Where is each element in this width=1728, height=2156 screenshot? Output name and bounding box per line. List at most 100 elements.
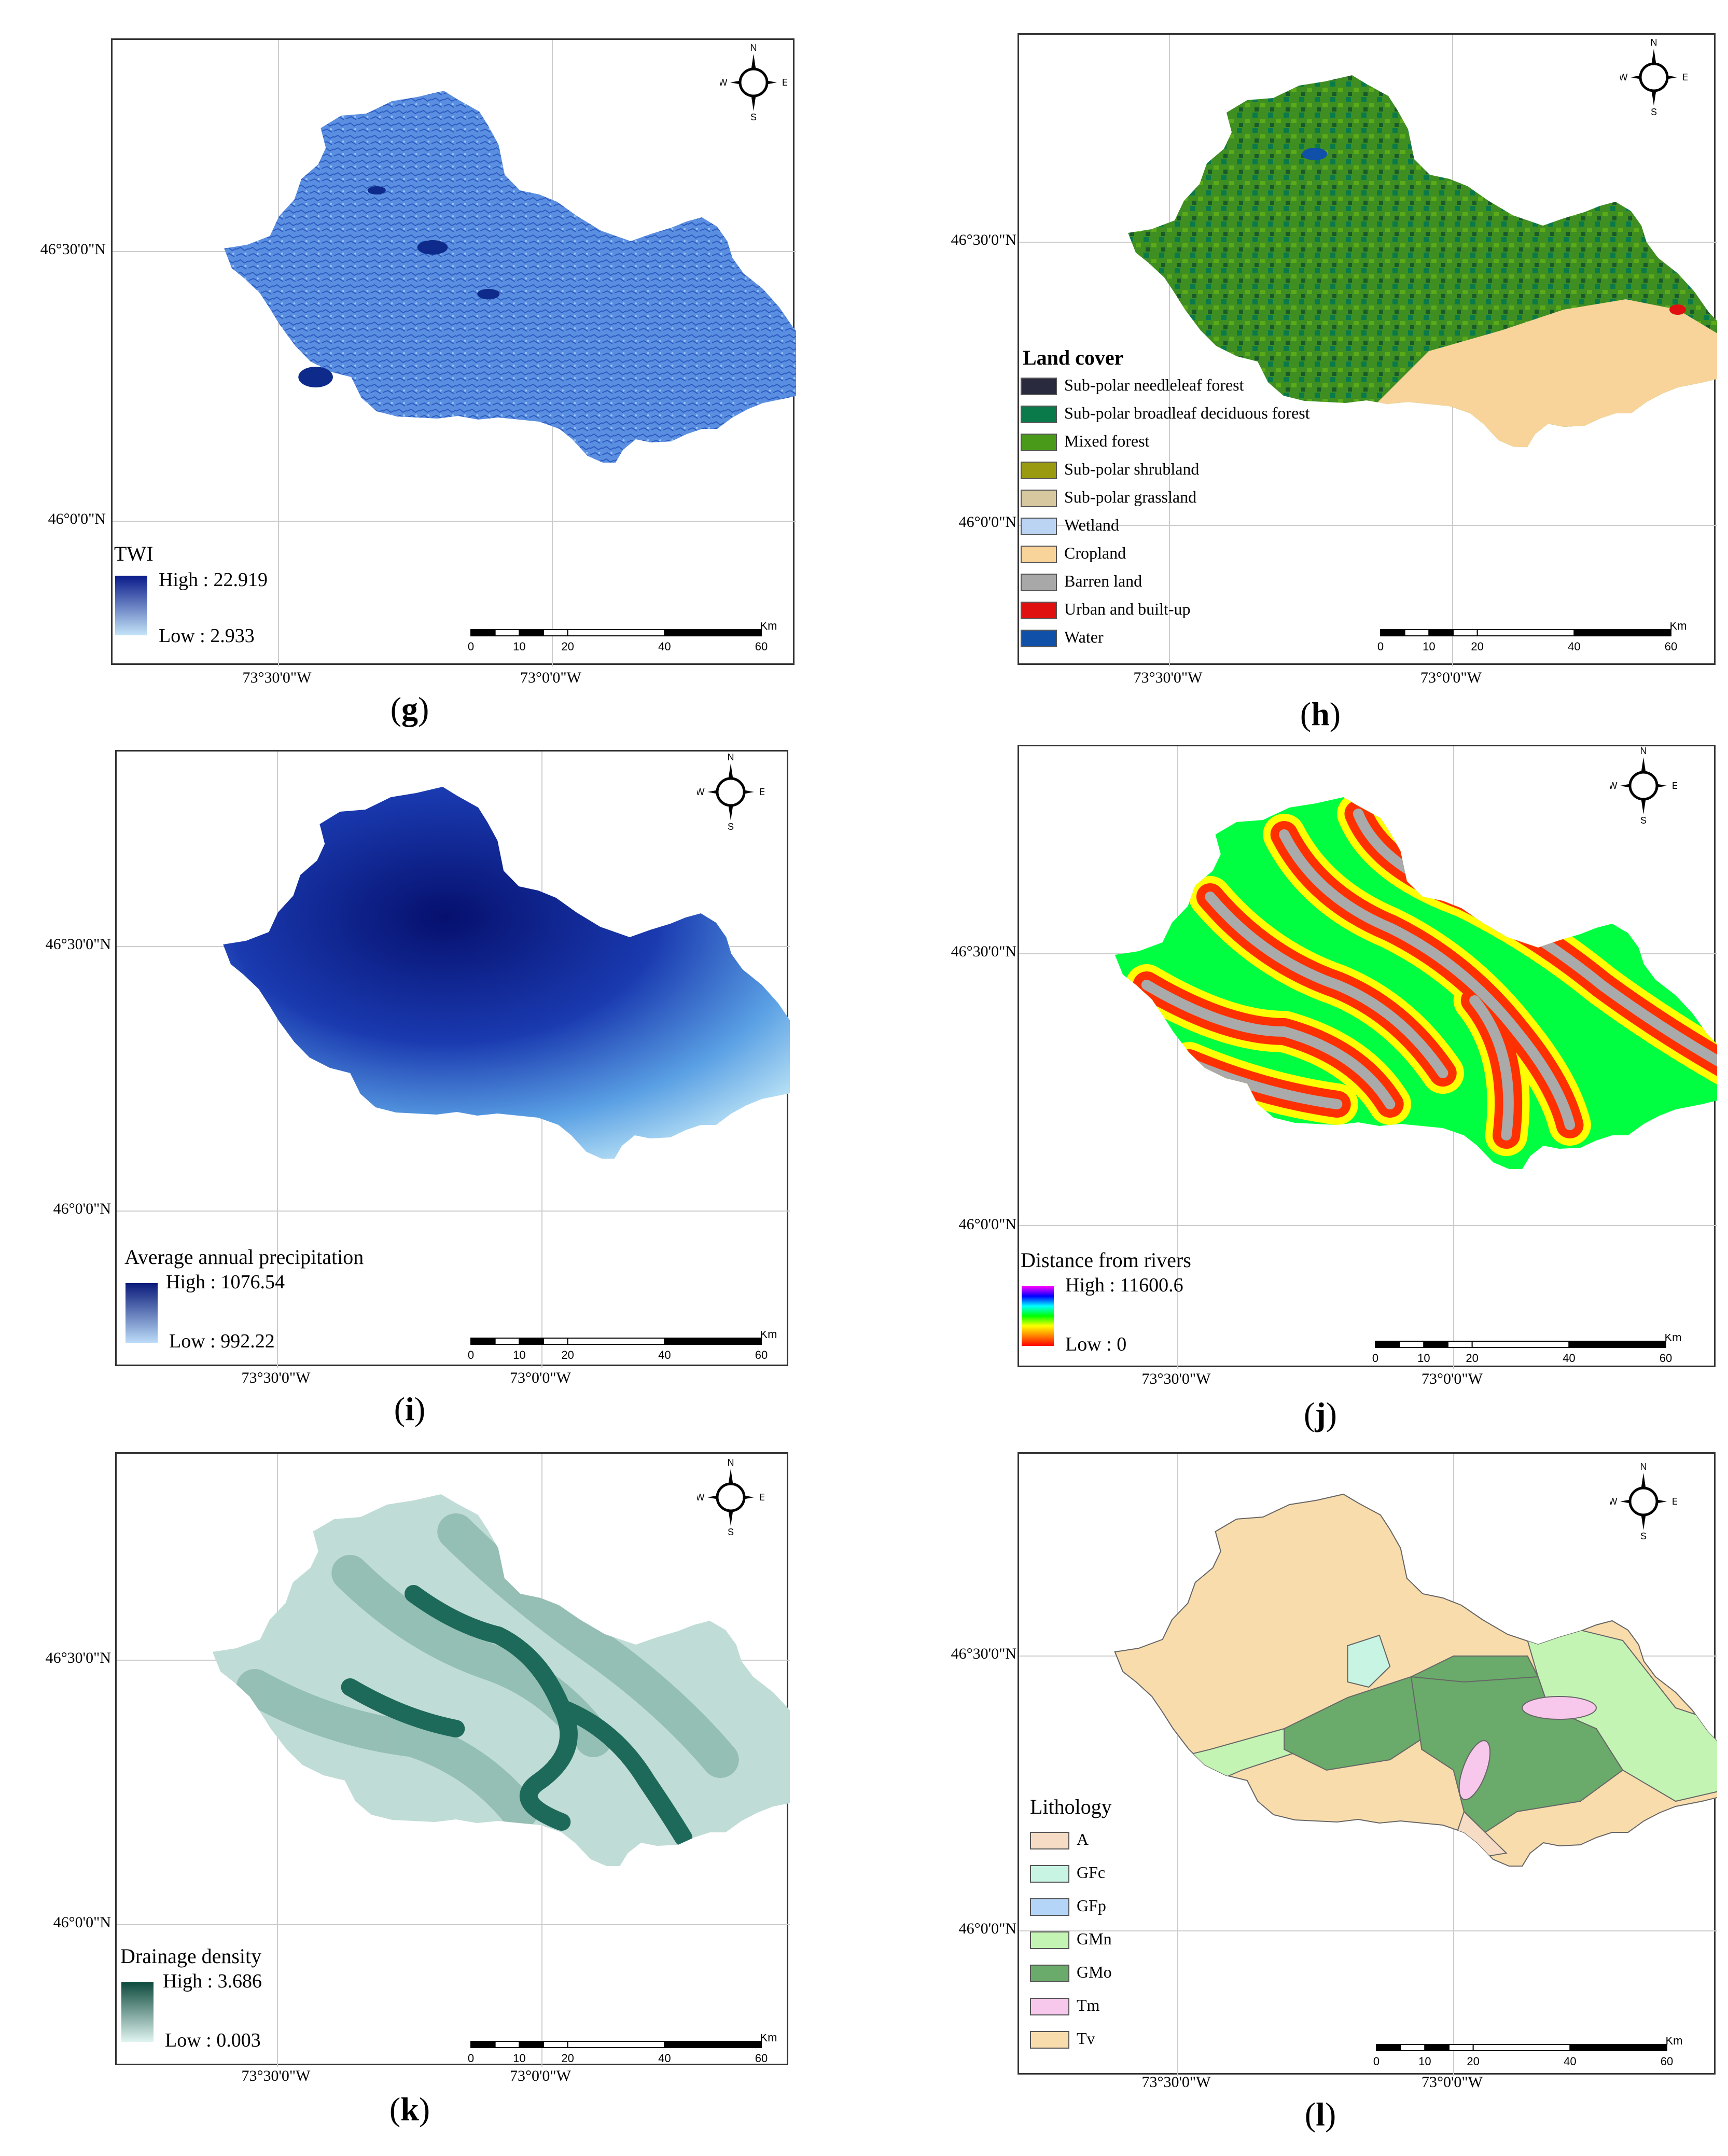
scale-tick: 40: [1568, 640, 1580, 653]
legend-swatch: [1021, 518, 1057, 535]
legend-lithology: Lithology A GFc GFp GMn GMo Tm Tv: [1030, 1795, 1237, 2064]
legend-high: High : 3.686: [163, 1970, 262, 1992]
scale-bar: 0 10 20 40 60 Km: [1375, 619, 1687, 659]
drainage-basin: [212, 1494, 790, 1866]
compass-e: E: [759, 787, 764, 797]
lat-label-k-2: 46°0'0"N: [53, 1914, 111, 1931]
legend-swatch: [1030, 1998, 1069, 2015]
twi-map: [113, 40, 796, 666]
legend-low: Low : 2.933: [159, 625, 255, 647]
legend-title: Lithology: [1030, 1795, 1112, 1818]
legend-high: High : 22.919: [159, 569, 268, 591]
legend-swatch: [1030, 1865, 1069, 1883]
compass-s: S: [1640, 815, 1647, 825]
lon-label-g-1: 73°30'0"W: [242, 669, 312, 686]
lat-label-g-1: 46°30'0"N: [40, 241, 106, 258]
scale-tick: 0: [468, 1348, 474, 1361]
legend-title: Land cover: [1023, 346, 1124, 369]
north-arrow-icon: N S E W: [696, 752, 766, 832]
scale-tick: 40: [658, 2052, 671, 2065]
lon-label-i-1: 73°30'0"W: [241, 1369, 311, 1386]
scale-tick: 40: [658, 640, 671, 653]
legend-label: Barren land: [1064, 572, 1142, 590]
legend-label: Wetland: [1064, 516, 1119, 534]
legend-swatch: [1021, 434, 1057, 451]
north-arrow-icon: N S E W: [1609, 1462, 1679, 1541]
lon-label-i-2: 73°0'0"W: [510, 1369, 571, 1386]
map-panel-twi: [111, 38, 796, 666]
lon-label-l-1: 73°30'0"W: [1141, 2074, 1211, 2091]
legend-label: Water: [1064, 628, 1104, 646]
scale-tick: 0: [1373, 2055, 1379, 2068]
drainage-density-map: [117, 1454, 790, 2067]
lithology-basin: [1114, 1493, 1717, 1867]
legend-label: Mixed forest: [1064, 432, 1150, 450]
legend-label: Tm: [1077, 1996, 1100, 2014]
lat-label-g-2: 46°0'0"N: [48, 510, 106, 527]
map-panel-distance-rivers: [1018, 745, 1717, 1369]
legend-label: Cropland: [1064, 544, 1126, 562]
map-panel-precipitation: [115, 750, 790, 1368]
caption-j: (j): [1304, 1396, 1337, 1432]
legend-swatch: [1021, 546, 1057, 563]
lon-label-j-1: 73°30'0"W: [1141, 1370, 1211, 1387]
scale-tick: 40: [658, 1348, 671, 1361]
scale-tick: 60: [755, 640, 768, 653]
north-arrow-icon: N S E W: [696, 1457, 766, 1537]
compass-w: W: [1620, 72, 1628, 82]
legend-label: GFc: [1077, 1863, 1106, 1882]
lon-label-h-2: 73°0'0"W: [1420, 669, 1482, 686]
legend-low: Low : 0: [1065, 1333, 1127, 1355]
legend-title: Distance from rivers: [1021, 1248, 1191, 1272]
scale-unit: Km: [1666, 2037, 1683, 2047]
map-panel-land-cover: [1018, 33, 1717, 666]
land-cover-map: [1019, 35, 1717, 666]
scale-tick: 60: [1660, 1352, 1672, 1365]
legend-low: Low : 0.003: [165, 2029, 261, 2051]
lat-label-h-1: 46°30'0"N: [951, 231, 1016, 248]
compass-w: W: [1610, 1496, 1618, 1507]
legend-title: Average annual precipitation: [124, 1245, 364, 1269]
compass-n: N: [1640, 747, 1647, 756]
legend-gradient: [126, 1283, 158, 1343]
compass-s: S: [1651, 107, 1657, 116]
scale-tick: 60: [755, 1348, 768, 1361]
scale-tick: 20: [1466, 1352, 1478, 1365]
scale-tick: 10: [513, 640, 525, 653]
scale-tick: 0: [468, 640, 474, 653]
compass-e: E: [1672, 1496, 1677, 1507]
north-arrow-icon: N S E W: [1609, 746, 1679, 826]
distance-basin: [1114, 797, 1717, 1169]
compass-w: W: [697, 1492, 705, 1503]
scale-bar: 0 10 20 40 60 Km: [1370, 1331, 1682, 1370]
compass-n: N: [728, 753, 734, 762]
lon-label-k-2: 73°0'0"W: [510, 2067, 571, 2084]
scale-tick: 10: [513, 2052, 525, 2065]
scale-unit: Km: [760, 622, 777, 632]
scale-tick: 10: [1423, 640, 1435, 653]
lat-label-h-2: 46°0'0"N: [958, 513, 1016, 531]
lat-label-l-1: 46°30'0"N: [951, 1645, 1016, 1662]
compass-e: E: [1682, 72, 1688, 82]
legend-label: Tv: [1077, 2029, 1095, 2048]
compass-n: N: [1651, 38, 1657, 48]
caption-g: (g): [390, 690, 429, 727]
compass-w: W: [1610, 781, 1618, 791]
legend-label: Sub-polar needleleaf forest: [1064, 375, 1244, 394]
compass-w: W: [720, 77, 728, 88]
compass-n: N: [728, 1458, 734, 1468]
legend-label: Sub-polar grassland: [1064, 488, 1197, 506]
legend-distance: Distance from rivers High : 11600.6 Low …: [1021, 1248, 1384, 1362]
scale-tick: 10: [513, 1348, 525, 1361]
precipitation-map: [117, 752, 790, 1368]
legend-title: TWI: [114, 542, 154, 565]
scale-tick: 20: [561, 1348, 574, 1361]
lon-label-h-1: 73°30'0"W: [1133, 669, 1203, 686]
legend-swatch: [1021, 602, 1057, 619]
caption-i: (i): [394, 1390, 426, 1427]
compass-s: S: [728, 1527, 734, 1536]
scale-bar: 0 10 20 40 60 Km: [1371, 2034, 1683, 2074]
caption-l: (l): [1304, 2096, 1336, 2133]
legend-swatch: [1030, 1931, 1069, 1949]
lon-label-g-2: 73°0'0"W: [520, 669, 581, 686]
